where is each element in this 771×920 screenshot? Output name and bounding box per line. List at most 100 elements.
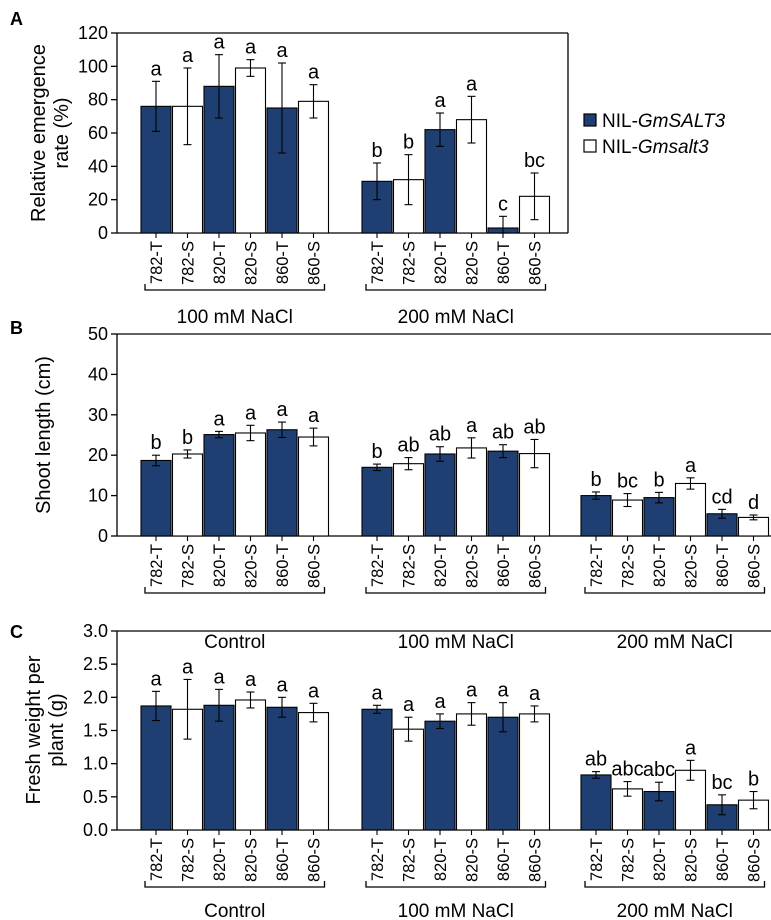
group-bracket (365, 881, 547, 888)
significance-label: a (497, 680, 509, 702)
significance-label: a (308, 680, 320, 702)
significance-label: b (371, 441, 382, 463)
y-tick-label: 2.0 (83, 687, 108, 707)
category-label: 820-S (464, 544, 482, 588)
category-label: 820-T (211, 241, 229, 284)
significance-label: a (245, 402, 257, 424)
y-axis-title: plant (g) (46, 693, 68, 766)
category-label: 820-T (432, 241, 450, 284)
y-axis-title: rate (%) (51, 97, 73, 168)
significance-label: b (371, 140, 382, 162)
bar (297, 436, 330, 537)
category-label: 860-T (274, 838, 292, 881)
y-tick-label: 20 (88, 445, 108, 465)
significance-label: a (434, 691, 446, 713)
category-label: 820-S (464, 241, 482, 285)
significance-label: a (150, 668, 162, 690)
bar (234, 432, 267, 537)
category-label: 782-S (180, 544, 198, 588)
category-label: 860-S (306, 241, 324, 285)
category-label: 782-T (369, 544, 387, 587)
category-label: 860-T (495, 241, 513, 284)
significance-label: a (308, 62, 320, 84)
bar (266, 706, 298, 831)
category-label: 860-S (746, 838, 764, 882)
legend-swatch-gmsalt3-sensitive (583, 139, 597, 153)
significance-label: b (182, 427, 193, 449)
bar (140, 459, 172, 537)
significance-label: a (403, 694, 415, 716)
panel-c: C 0.0 0.5 1.0 1.5 2.0 2.5 3.0 Fresh weight per pl… (10, 621, 771, 920)
category-label: 820-S (464, 838, 482, 882)
significance-label: b (653, 469, 664, 491)
significance-label: ab (523, 416, 545, 438)
y-axis-title: Fresh weight per (23, 655, 45, 804)
significance-label: a (213, 408, 225, 430)
significance-label: b (403, 132, 414, 154)
category-label: 820-S (683, 838, 701, 882)
significance-label: a (182, 45, 194, 67)
legend-label-gmsalt3-sensitive: NIL-Gmsalt3 (602, 137, 709, 158)
bar (455, 713, 488, 831)
significance-label: d (748, 492, 759, 514)
y-tick-label: 0.5 (83, 787, 108, 807)
significance-label: b (748, 769, 759, 791)
legend-label-gmsalt3-tolerant: NIL-GmSALT3 (602, 111, 726, 132)
bar (203, 704, 235, 831)
bar (361, 708, 393, 831)
category-label: 782-S (180, 241, 198, 285)
category-label: 820-T (432, 838, 450, 881)
bar (361, 466, 393, 537)
significance-label: ab (429, 424, 451, 446)
y-tick-label: 0 (98, 223, 108, 243)
y-tick-label: 80 (88, 90, 108, 110)
significance-label: ab (397, 435, 419, 457)
group-label: 100 mM NaCl (398, 901, 514, 920)
significance-label: a (466, 73, 478, 95)
significance-label: ab (492, 422, 514, 444)
category-label: 860-T (274, 544, 292, 587)
category-label: 820-S (683, 544, 701, 588)
bar (203, 434, 235, 537)
significance-label: a (371, 682, 383, 704)
bar (297, 712, 330, 831)
category-label: 860-S (527, 241, 545, 285)
significance-label: abc (611, 759, 643, 781)
category-label: 860-S (527, 544, 545, 588)
bar (234, 67, 267, 234)
category-label: 860-T (714, 838, 732, 881)
category-label: 820-S (243, 544, 261, 588)
bar (455, 447, 488, 537)
category-label: 782-T (588, 838, 606, 881)
panel-a: A 0 20 40 60 80 100 120 Relative emergence rate (… (10, 9, 569, 328)
y-tick-label: 10 (88, 486, 108, 506)
category-label: 820-T (211, 838, 229, 881)
bar (171, 453, 204, 537)
y-axis-title: Relative emergence (28, 44, 50, 222)
legend-swatch-gmsalt3-tolerant (583, 113, 597, 127)
significance-label: a (529, 683, 541, 705)
significance-label: c (498, 193, 508, 215)
category-label: 782-T (369, 241, 387, 284)
panel-letter: C (10, 622, 23, 642)
category-label: 820-T (651, 838, 669, 881)
y-tick-label: 0.0 (83, 820, 108, 840)
group-bracket (144, 284, 326, 291)
y-tick-label: 50 (88, 324, 108, 344)
group-label: 200 mM NaCl (617, 632, 733, 653)
category-label: 782-T (148, 544, 166, 587)
significance-label: a (182, 656, 194, 678)
category-label: 782-S (401, 241, 419, 285)
category-label: 782-T (148, 838, 166, 881)
significance-label: bc (711, 772, 732, 794)
group-label: 200 mM NaCl (398, 307, 514, 328)
y-tick-label: 60 (88, 123, 108, 143)
category-label: 782-S (401, 838, 419, 882)
significance-label: a (466, 680, 478, 702)
group-bracket (584, 587, 766, 594)
category-label: 782-T (369, 838, 387, 881)
bar (518, 713, 551, 831)
significance-label: abc (643, 759, 675, 781)
